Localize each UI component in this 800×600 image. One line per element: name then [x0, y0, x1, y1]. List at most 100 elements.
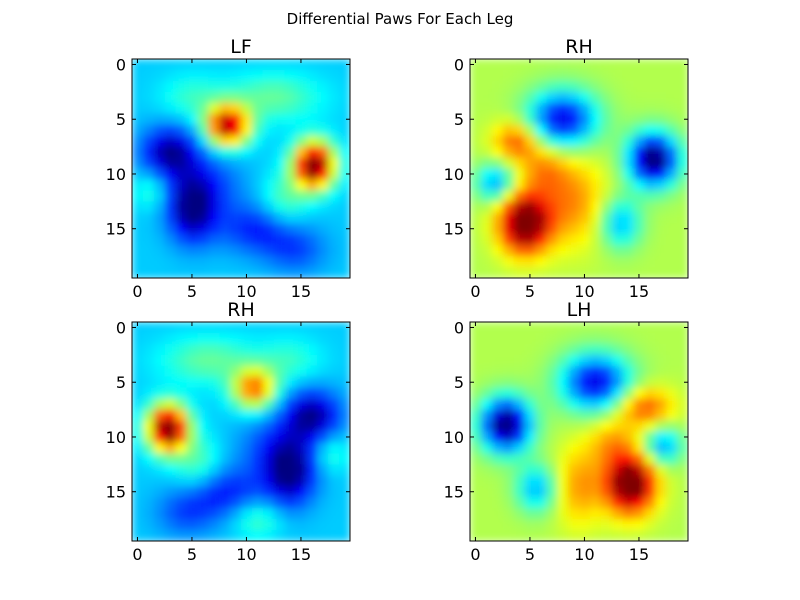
heatmap-cell [470, 157, 482, 170]
heatmap-cell [666, 453, 678, 465]
heatmap-cell [655, 354, 667, 367]
heatmap-cell [262, 146, 275, 159]
heatmap-cell [219, 59, 231, 71]
heatmap-cell [251, 398, 264, 411]
heatmap-cell [557, 59, 569, 71]
heatmap-cell [502, 398, 515, 411]
heatmap-cell [295, 420, 307, 433]
heatmap-cell [164, 365, 177, 378]
heatmap-cell [502, 190, 515, 202]
heatmap-cell [295, 124, 307, 137]
heatmap-cell [164, 322, 177, 334]
heatmap-cell [644, 124, 656, 137]
heatmap-cell [600, 365, 613, 378]
heatmap-cell [295, 497, 307, 509]
heatmap-cell [622, 398, 635, 411]
heatmap-cell [557, 486, 569, 498]
heatmap-cell [491, 168, 504, 181]
heatmap-cell [491, 409, 504, 422]
heatmap-cell [186, 190, 198, 202]
heatmap-cell [546, 135, 558, 148]
heatmap-cell [197, 442, 209, 454]
heatmap-cell [502, 179, 515, 191]
heatmap-cell [480, 475, 493, 487]
heatmap-cell [600, 453, 613, 465]
heatmap-cell [208, 409, 220, 422]
heatmap-cell [153, 102, 166, 115]
heatmap-cell [197, 387, 209, 400]
heatmap-cell [241, 223, 253, 235]
heatmap-cell [142, 475, 155, 487]
heatmap-cell [153, 376, 166, 389]
heatmap-cell [175, 376, 188, 389]
heatmap-cell [666, 124, 678, 137]
heatmap-cell [241, 256, 253, 268]
heatmap-cell [557, 322, 569, 334]
heatmap-cell [579, 80, 591, 93]
heatmap-cell [251, 508, 264, 520]
heatmap-cell [219, 497, 231, 509]
heatmap-cell [666, 530, 678, 541]
heatmap-cell [579, 190, 591, 202]
heatmap-cell [513, 508, 526, 520]
heatmap-cell [153, 497, 166, 509]
heatmap-cell [600, 267, 613, 278]
heatmap-cell [535, 256, 547, 268]
heatmap-cell [524, 453, 536, 465]
heatmap-cell [241, 486, 253, 498]
heatmap-cell [633, 398, 645, 411]
heatmap-cell [579, 519, 591, 531]
heatmap-cell [273, 332, 286, 345]
heatmap-cell [153, 387, 166, 400]
heatmap-cell [655, 464, 667, 476]
heatmap-cell [589, 190, 602, 202]
heatmap-cell [524, 322, 536, 334]
heatmap-cell [295, 365, 307, 378]
heatmap-cell [306, 343, 318, 356]
heatmap-cell [480, 201, 493, 213]
heatmap-cell [208, 91, 220, 104]
heatmap-cell [241, 124, 253, 137]
heatmap-cell [611, 69, 624, 82]
heatmap-cell [568, 80, 580, 93]
heatmap-cell [633, 475, 645, 487]
heatmap-cell [568, 201, 580, 213]
heatmap-cell [655, 365, 667, 378]
heatmap-cell [622, 223, 635, 235]
heatmap-cell [655, 387, 667, 400]
heatmap-cell [339, 530, 350, 541]
heatmap-cell [328, 398, 340, 411]
heatmap-cell [251, 475, 264, 487]
heatmap-cell [339, 80, 350, 93]
heatmap-cell [677, 354, 688, 367]
heatmap-cell [295, 135, 307, 148]
heatmap-cell [644, 464, 656, 476]
heatmap-cell [513, 365, 526, 378]
heatmap-cell [241, 146, 253, 159]
heatmap-cell [175, 431, 188, 444]
heatmap-cell [284, 168, 297, 181]
heatmap-cell [175, 453, 188, 465]
heatmap-cell [524, 464, 536, 476]
heatmap-cell [633, 124, 645, 137]
heatmap-cell [186, 409, 198, 422]
heatmap-cell [317, 102, 329, 115]
heatmap-cell [524, 157, 536, 170]
heatmap-cell [633, 201, 645, 213]
heatmap-cell [153, 486, 166, 498]
heatmap-cell [611, 91, 624, 104]
heatmap-cell [644, 80, 656, 93]
heatmap-cell [470, 212, 482, 224]
heatmap-cell [579, 508, 591, 520]
heatmap-cell [339, 508, 350, 520]
heatmap-cell [470, 190, 482, 202]
axes-frame [469, 58, 689, 279]
heatmap-cell [273, 464, 286, 476]
heatmap-cell [186, 420, 198, 433]
heatmap-cell [557, 442, 569, 454]
heatmap-cell [230, 91, 242, 104]
heatmap-cell [557, 223, 569, 235]
heatmap-cell [655, 267, 667, 278]
heatmap-cell [633, 387, 645, 400]
heatmap-cell [219, 376, 231, 389]
